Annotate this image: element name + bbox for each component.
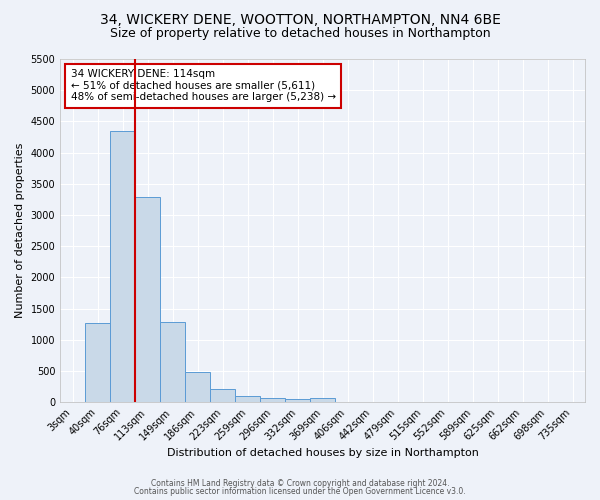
Bar	[160, 322, 185, 402]
Bar	[110, 132, 135, 402]
Bar	[260, 398, 285, 402]
Text: 34, WICKERY DENE, WOOTTON, NORTHAMPTON, NN4 6BE: 34, WICKERY DENE, WOOTTON, NORTHAMPTON, …	[100, 12, 500, 26]
Bar	[310, 398, 335, 402]
Text: Size of property relative to detached houses in Northampton: Size of property relative to detached ho…	[110, 28, 490, 40]
Text: Contains HM Land Registry data © Crown copyright and database right 2024.: Contains HM Land Registry data © Crown c…	[151, 478, 449, 488]
Bar	[85, 323, 110, 402]
Bar	[185, 372, 210, 402]
X-axis label: Distribution of detached houses by size in Northampton: Distribution of detached houses by size …	[167, 448, 479, 458]
Text: Contains public sector information licensed under the Open Government Licence v3: Contains public sector information licen…	[134, 487, 466, 496]
Y-axis label: Number of detached properties: Number of detached properties	[15, 143, 25, 318]
Bar	[235, 396, 260, 402]
Text: 34 WICKERY DENE: 114sqm
← 51% of detached houses are smaller (5,611)
48% of semi: 34 WICKERY DENE: 114sqm ← 51% of detache…	[71, 70, 336, 102]
Bar	[210, 389, 235, 402]
Bar	[285, 399, 310, 402]
Bar	[135, 197, 160, 402]
